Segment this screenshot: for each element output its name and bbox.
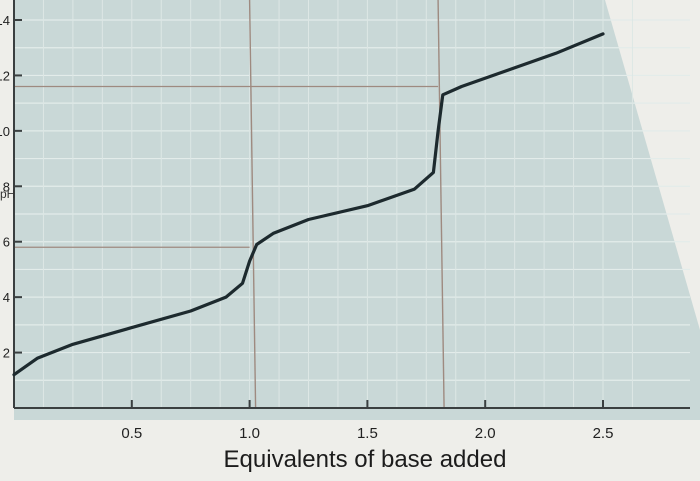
titration-curve (12, 32, 605, 377)
guide-line-vertical (437, 0, 445, 409)
y-tick-label: 6 (3, 235, 10, 250)
y-axis-label: pH (0, 187, 15, 201)
guide-lines (14, 0, 445, 409)
x-tick-label: 1.5 (357, 425, 378, 442)
guide-line-vertical (248, 0, 257, 409)
y-tick-label: 10 (0, 124, 10, 139)
plot-area (14, 0, 700, 420)
x-tick-label: 2.5 (593, 425, 614, 442)
y-tick-label: 2 (3, 346, 10, 361)
y-tick-label: 12 (0, 68, 10, 83)
x-tick-label: 2.0 (475, 425, 496, 442)
x-tick-label: 0.5 (121, 425, 142, 442)
axes (13, 0, 690, 409)
y-tick-label: 8 (3, 179, 10, 194)
x-axis-label: Equivalents of base added (224, 446, 507, 473)
y-tick-label: 4 (3, 290, 10, 305)
x-tick-label: 1.0 (239, 425, 260, 442)
grid (14, 0, 690, 408)
y-tick-label: 14 (0, 13, 10, 28)
tick-labels: 0.5 1.0 1.5 2.0 2.5 2 4 6 8 10 12 14 (0, 13, 613, 442)
